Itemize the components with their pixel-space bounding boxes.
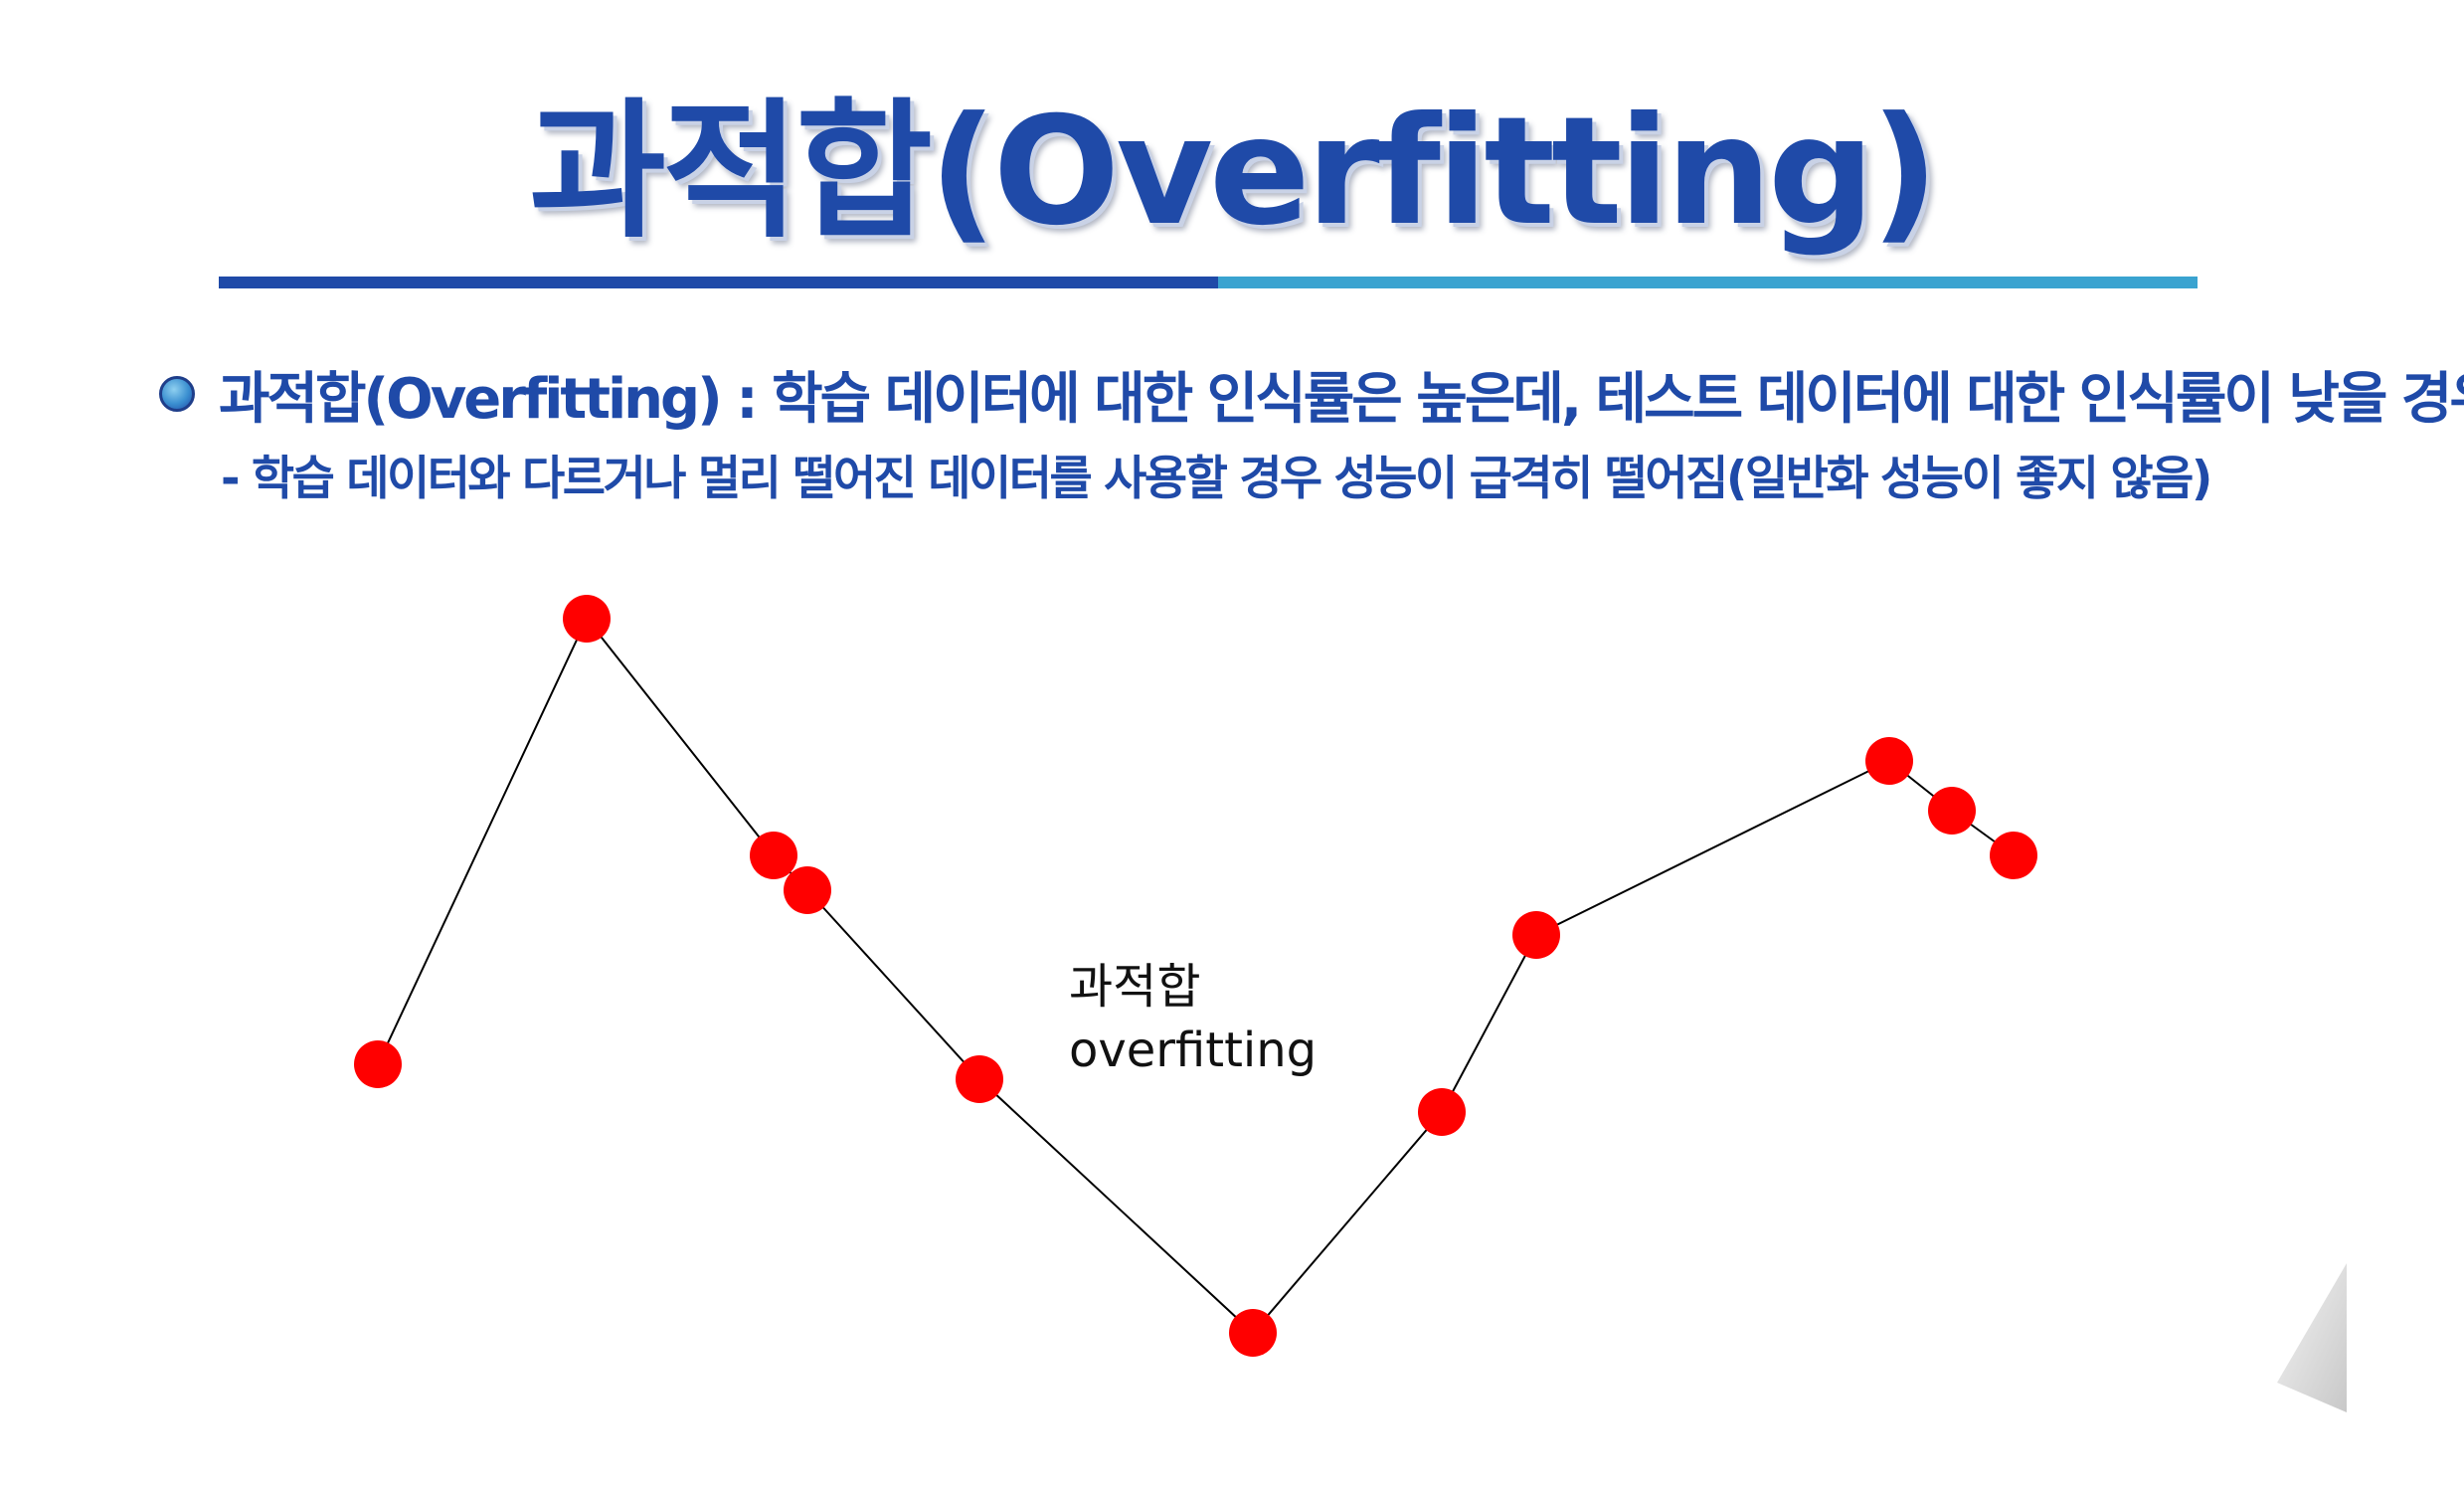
data-point [1865, 737, 1913, 785]
data-point [354, 1040, 402, 1088]
title-underline-light [1218, 277, 2198, 288]
data-point [1990, 832, 2037, 879]
sub-bullet-text: - 학습 데이터와 다르거나 멀리 떨어진 데이터를 사용할 경우 성능이 급격… [221, 452, 2212, 506]
slide-title: 과적합(Overfitting) [529, 86, 1939, 259]
data-point [784, 866, 831, 914]
corner-decoration-shape [2277, 1263, 2347, 1412]
title-underline-dark [219, 277, 1218, 288]
diagram-label-korean: 과적합 [1069, 959, 1201, 1015]
data-point [1512, 911, 1560, 959]
diagram-label-english: overfitting [1069, 1023, 1318, 1078]
bullet-dot-icon [159, 376, 195, 412]
title-underline [219, 277, 2198, 288]
data-point [1418, 1088, 1466, 1136]
bullet-item: 과적합(Overfitting) : 학습 데이터에 대한 인식률은 높은데, … [159, 354, 2464, 434]
data-point [1928, 787, 1976, 835]
bullet-text: 과적합(Overfitting) : 학습 데이터에 대한 인식률은 높은데, … [219, 366, 2464, 432]
data-point [1229, 1309, 1277, 1357]
data-point [750, 832, 797, 879]
data-point [563, 595, 611, 643]
data-point [956, 1055, 1003, 1103]
data-points [354, 595, 2037, 1357]
diagram-label: 과적합 overfitting [1069, 955, 1317, 1082]
